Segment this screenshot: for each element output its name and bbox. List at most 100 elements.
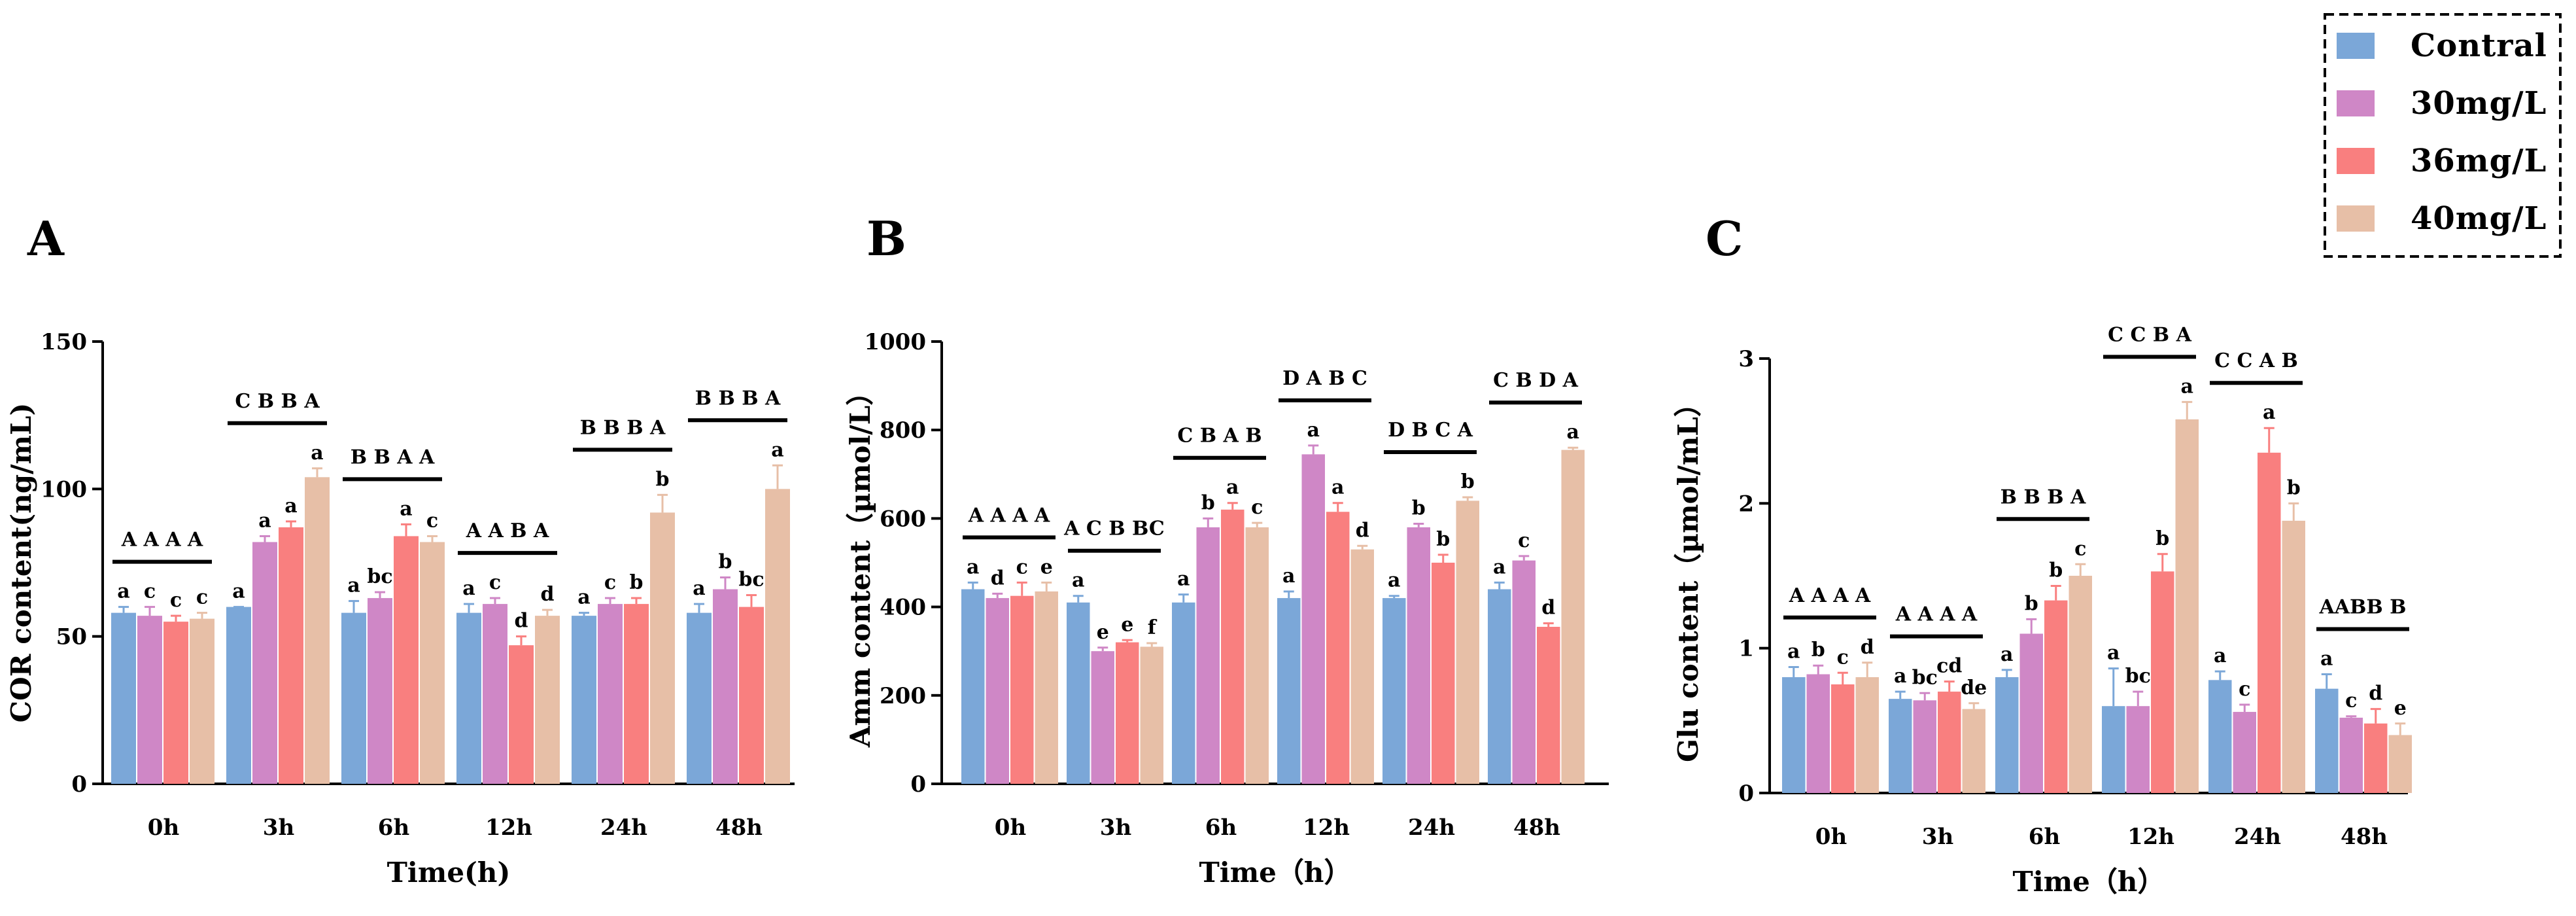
bar xyxy=(713,589,738,784)
bar xyxy=(1995,677,2019,793)
bar xyxy=(687,612,712,784)
significance-label: b xyxy=(2287,476,2301,499)
x-tick-label: 3h xyxy=(1922,824,1953,850)
significance-label: d xyxy=(1861,636,1874,659)
bar xyxy=(961,589,985,784)
x-axis-title: Time（h） xyxy=(2013,866,2165,898)
significance-label: a xyxy=(577,586,590,609)
significance-label: b xyxy=(656,468,670,491)
y-tick-label: 400 xyxy=(880,595,926,621)
significance-label: a xyxy=(2320,648,2333,671)
bar xyxy=(1561,449,1585,784)
bar xyxy=(986,598,1009,784)
significance-label: e xyxy=(1121,613,1133,636)
x-tick-label: 48h xyxy=(1513,815,1560,841)
significance-label: a xyxy=(311,442,323,465)
significance-label: a xyxy=(1331,476,1344,499)
panel-B: B 0 200 400 600 800 1000 Amm content（µmol/L） Tim… xyxy=(844,211,1609,889)
y-tick-label: 1000 xyxy=(864,329,926,355)
significance-label: c xyxy=(1837,646,1849,669)
bar xyxy=(624,604,649,784)
significance-label: a xyxy=(347,574,360,597)
x-tick-label: 6h xyxy=(2029,824,2060,850)
significance-label: a xyxy=(2214,644,2226,667)
legend-swatch xyxy=(2337,90,2375,116)
x-tick-label: 12h xyxy=(2127,824,2174,850)
significance-label: a xyxy=(2001,643,2013,666)
group-letters: C C B A xyxy=(2108,323,2191,346)
significance-label: c xyxy=(170,589,182,612)
bar xyxy=(111,612,136,784)
x-axis-title: Time（h） xyxy=(1199,856,1352,889)
significance-label: a xyxy=(1894,665,1906,688)
legend: Contral 30mg/L 36mg/L 40mg/L xyxy=(2324,13,2562,258)
significance-label: b xyxy=(1201,491,1215,514)
bar xyxy=(1512,560,1536,784)
bar xyxy=(1277,598,1301,784)
significance-label: c xyxy=(426,509,438,532)
significance-label: a xyxy=(258,509,271,532)
bar xyxy=(650,512,675,784)
significance-label: f xyxy=(1148,616,1158,639)
bar xyxy=(765,489,790,784)
group-letters: A C B BC xyxy=(1063,518,1165,540)
y-tick-label: 100 xyxy=(41,476,87,502)
significance-label: d xyxy=(515,610,528,633)
significance-label: e xyxy=(1097,621,1109,644)
legend-swatch xyxy=(2337,33,2375,59)
significance-label: a xyxy=(2107,642,2120,665)
bar xyxy=(252,542,277,784)
bar xyxy=(2019,633,2043,793)
significance-label: a xyxy=(2263,401,2275,424)
significance-label: a xyxy=(1493,555,1505,578)
bar xyxy=(483,604,507,784)
group-letters: B B A A xyxy=(351,446,435,468)
group-letters: A A A A xyxy=(1895,603,1978,626)
significance-label: d xyxy=(2369,682,2382,705)
significance-label: d xyxy=(541,583,555,606)
legend-label: Contral xyxy=(2411,27,2547,64)
y-tick-label: 0 xyxy=(910,771,926,798)
bar xyxy=(2102,706,2125,793)
bar xyxy=(1010,595,1034,784)
bar xyxy=(2282,520,2305,793)
y-axis-title: Glu content（µmol/mL） xyxy=(1672,389,1704,762)
bar xyxy=(1196,527,1220,784)
bar xyxy=(1831,684,1855,793)
significance-label: a xyxy=(284,495,297,518)
bar xyxy=(1537,627,1560,784)
bar xyxy=(2258,452,2281,793)
group-letters: C C A B xyxy=(2214,349,2298,372)
bar xyxy=(2044,600,2068,793)
significance-label: e xyxy=(2394,697,2407,720)
significance-label: bc xyxy=(1912,666,1938,689)
significance-label: c xyxy=(1518,529,1530,552)
significance-label: bc xyxy=(738,569,764,591)
x-tick-label: 0h xyxy=(148,815,179,841)
y-tick-label: 3 xyxy=(1738,346,1754,372)
x-tick-label: 24h xyxy=(1408,815,1455,841)
significance-label: a xyxy=(1226,476,1239,499)
significance-label: b xyxy=(719,551,732,574)
group-letters: A A B A xyxy=(466,520,549,542)
bar xyxy=(305,477,330,784)
legend-swatch xyxy=(2337,205,2375,232)
bar xyxy=(1938,692,1961,793)
bar xyxy=(2364,723,2388,793)
significance-label: b xyxy=(1461,470,1475,493)
group-letters: AABB B xyxy=(2318,596,2406,619)
x-tick-label: 6h xyxy=(1205,815,1237,841)
significance-label: c xyxy=(1251,496,1263,519)
significance-label: d xyxy=(991,567,1005,590)
bar xyxy=(2175,419,2199,793)
legend-label: 40mg/L xyxy=(2411,200,2547,237)
legend-swatch xyxy=(2337,148,2375,174)
y-tick-label: 800 xyxy=(880,417,926,444)
panel-letter: A xyxy=(27,211,65,266)
x-axis-title: Time(h) xyxy=(387,856,511,889)
significance-label: a xyxy=(462,577,475,600)
bar xyxy=(394,536,419,784)
bar xyxy=(572,616,596,784)
bar xyxy=(1301,454,1325,784)
